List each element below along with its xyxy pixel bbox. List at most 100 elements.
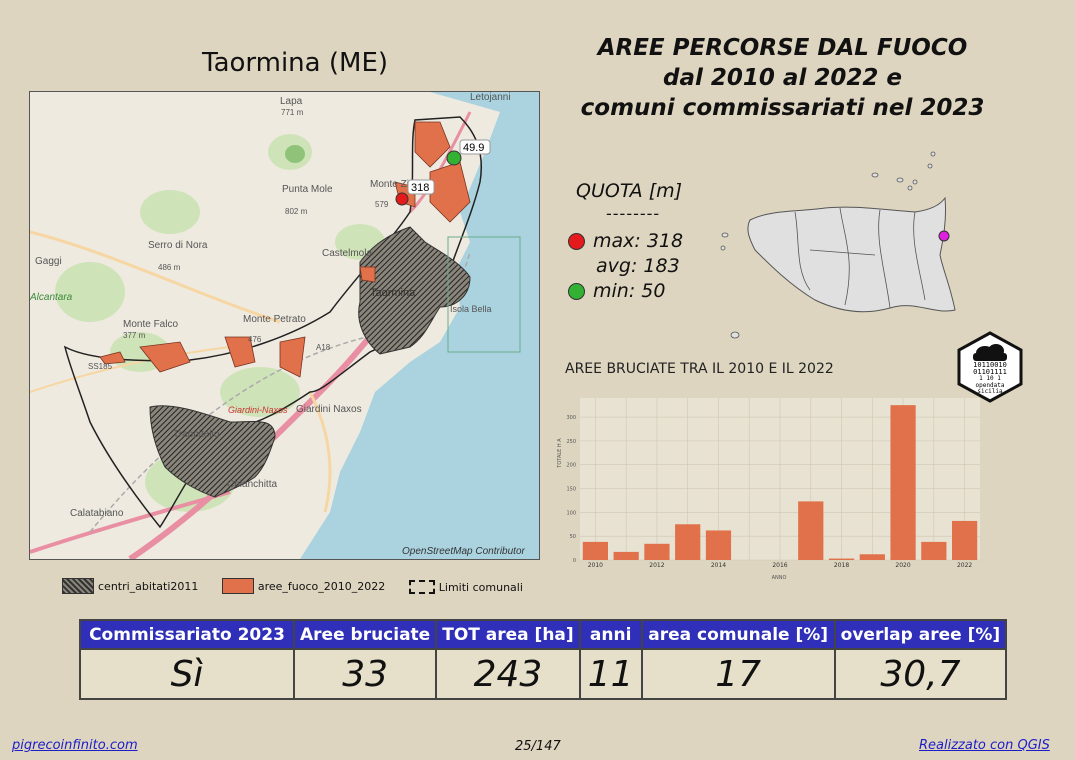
place-punta-mole: Punta Mole [282,184,333,195]
fire-swatch [221,578,254,594]
min-label-box [459,139,491,155]
value-aree-bruciate: 33 [292,648,438,700]
province-borders [794,207,926,309]
bar-2010 [582,541,608,560]
min-marker-label: 49.9 [463,142,484,154]
main-title-line3: comuni commissariati nel 2023 [580,95,985,121]
limits-swatch [408,580,435,594]
y-tick-labels: 0 50 100 150 200 250 300 [566,415,576,564]
stats-value-row: Sì 33 243 11 17 30,7 [79,648,1008,700]
place-lapa: Lapa [280,96,303,107]
quota-min: min: 50 [593,280,666,302]
road-ss185: SS185 [88,362,113,371]
header-anni: anni [578,619,643,650]
place-monte-falco: Monte Falco [123,319,178,330]
place-monte-ziretto-elev: 579 [375,200,389,209]
logo-bits-2: 01101111 [973,368,1007,376]
place-monte-petrato-elev: 476 [248,335,262,344]
taormina-map[interactable]: Lapa 771 m Letojanni Monte Ziretto 579 P… [29,91,540,560]
y-tick-label: 100 [566,510,576,516]
place-castelmola: Castelmola [322,248,372,259]
y-axis-label: TOTALE H A [557,438,563,469]
value-commissariato: Sì [79,648,295,700]
place-alcantara: Alcantara [30,292,73,303]
legend-label-urban: centri_abitati2011 [98,579,199,593]
y-tick-label: 50 [570,534,576,540]
footer-page-number: 25/147 [515,739,561,754]
legend-label-fire: aree_fuoco_2010_2022 [257,579,386,593]
urban-giardini-naxos [149,405,276,498]
quota-min-row: min: 50 [568,280,665,302]
quota-max: max: 318 [593,230,684,252]
header-tot-area: TOT area [ha] [435,619,581,650]
logo-bits-3: 1 10 1 [979,375,1001,382]
header-aree-bruciate: Aree bruciate [292,619,438,650]
quota-separator: -------- [606,204,661,223]
place-labels: Lapa 771 m Letojanni Monte Ziretto 579 P… [30,92,511,519]
bar-2014 [705,530,732,560]
bar-2012 [644,543,670,560]
stats-table: Commissariato 2023 Aree bruciate TOT are… [79,619,1008,700]
footer-qgis-link[interactable]: Realizzato con QGIS [919,738,1050,753]
opendata-sicilia-logo: 10110010 01101111 1 10 1 opendata sicili… [957,331,1023,403]
taormina-location-marker [938,230,950,242]
bar-2017 [798,501,824,560]
quota-title: QUOTA [m] [576,180,683,202]
place-serro-elev: 486 m [158,263,181,272]
place-lapa-elev: 771 m [281,108,304,117]
place-serro-di-nora: Serro di Nora [148,240,208,251]
x-tick-label: 2010 [588,562,603,569]
bar-2022 [952,520,978,560]
bar-2020 [890,405,916,560]
legend-item-fire: aree_fuoco_2010_2022 [221,578,386,594]
logo-caption-1: opendata [976,382,1005,389]
map-attribution: OpenStreetMap Contributor [402,546,526,557]
bar-2011 [613,551,639,560]
value-tot-area: 243 [435,648,581,700]
place-gaggi: Gaggi [35,256,62,267]
bar-2019 [859,554,885,560]
x-axis-label: ANNO [772,575,787,581]
sicily-locator-map [720,151,956,339]
urban-swatch [62,578,94,594]
x-tick-label: 2020 [895,562,910,569]
map-title: Taormina (ME) [201,48,389,78]
quota-max-row: max: 318 [568,230,683,252]
x-tick-labels: 2010 2012 2014 2016 2018 2020 2022 [588,562,973,569]
x-tick-label: 2018 [834,562,849,569]
marine-area-box [447,236,521,353]
bar-2018 [828,558,855,560]
place-punta-mole-elev: 802 m [285,207,308,216]
header-commissariato: Commissariato 2023 [79,619,295,650]
y-tick-label: 250 [566,439,576,445]
stats-header-row: Commissariato 2023 Aree bruciate TOT are… [79,619,1008,650]
sea-area [300,92,539,559]
place-taormina: Taormina [370,287,416,299]
cloud-icon [973,344,1007,361]
x-tick-label: 2022 [957,562,972,569]
x-tick-label: 2016 [772,562,787,569]
y-tick-label: 200 [566,463,576,469]
place-letojanni: Letojanni [470,92,511,103]
urban-taormina [358,226,471,355]
place-monte-ziretto: Monte Ziretto [370,179,429,190]
place-calatabiano: Calatabiano [70,508,124,519]
park-area [285,145,305,163]
bar-2021 [921,541,947,560]
min-dot-icon [568,283,585,300]
place-giardini-naxos: Giardini Naxos [296,404,362,415]
place-giardini-naxos-road: Giardini-Naxos [228,405,288,415]
place-trappitello: Trappitello [173,429,220,440]
main-title: AREE PERCORSE DAL FUOCO dal 2010 al 2022… [560,33,1005,123]
quota-avg: avg: 183 [596,255,680,277]
map-canvas: Lapa 771 m Letojanni Monte Ziretto 579 P… [30,92,539,559]
footer-website-link[interactable]: pigrecoinfinito.com [12,738,138,753]
logo-caption-2: sicilia [977,388,1003,395]
value-anni: 11 [578,648,643,700]
legend-item-urban: centri_abitati2011 [62,578,198,594]
bar-2013 [675,524,701,560]
y-tick-label: 300 [566,415,576,421]
value-overlap: 30,7 [833,648,1008,700]
main-title-line1: AREE PERCORSE DAL FUOCO [597,35,968,61]
